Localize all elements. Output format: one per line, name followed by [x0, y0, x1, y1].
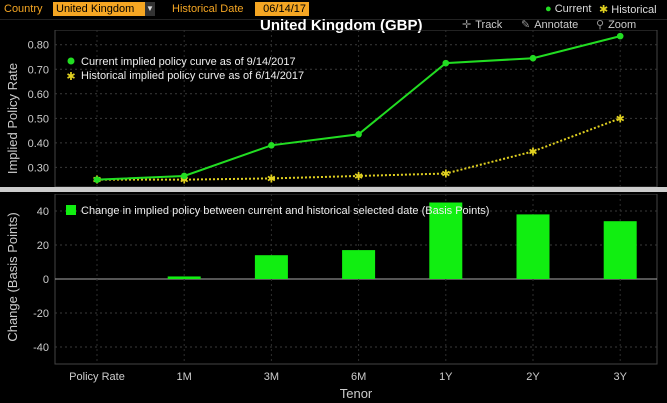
y-tick-label: 0	[43, 274, 49, 286]
line-legend: Current implied policy curve as of 9/14/…	[66, 56, 304, 83]
y-tick-label: 0.40	[28, 138, 49, 150]
historical-point: ✱	[267, 173, 276, 185]
country-label: Country	[4, 3, 43, 15]
bar	[516, 214, 550, 279]
country-field[interactable]: United Kingdom	[53, 2, 145, 16]
current-point	[616, 32, 624, 40]
legend-historical-label: Historical	[611, 4, 657, 16]
historical-point: ✱	[354, 171, 363, 183]
historical-date-field[interactable]: 06/14/17	[255, 2, 309, 16]
y-tick-label: 0.80	[28, 40, 49, 52]
historical-point: ✱	[180, 175, 189, 187]
current-point	[93, 176, 101, 183]
current-point	[442, 59, 450, 67]
legend-current-label: Current	[554, 3, 592, 15]
legend-current-marker	[67, 57, 75, 65]
legend-bar-marker	[66, 205, 76, 215]
y-tick-label: 0.70	[28, 64, 49, 76]
x-tick-label: 6M	[351, 371, 366, 383]
y-axis-title: Implied Policy Rate	[5, 63, 20, 174]
pencil-icon: ✎	[521, 19, 531, 31]
historical-series-line	[97, 117, 621, 181]
implied-policy-chart: 0.30 0.40 0.50 0.60 0.70 0.80 Implied Policy R…	[5, 30, 658, 187]
y-tick-label: 0.30	[28, 162, 49, 174]
x-tick-label: 3M	[264, 371, 279, 383]
x-tick-label: Policy Rate	[69, 371, 125, 383]
current-point	[355, 130, 362, 138]
magnifier-icon: ⚲	[596, 19, 605, 31]
historical-point: ✱	[528, 146, 537, 158]
zoom-label: Zoom	[608, 19, 637, 31]
zoom-button[interactable]: ⚲ Zoom	[596, 18, 636, 31]
bar	[254, 255, 288, 279]
legend-historical-series-label: Historical implied policy curve as of 6/…	[81, 70, 304, 82]
bar	[603, 221, 637, 279]
current-point	[268, 141, 275, 149]
current-dot-icon: ●	[545, 3, 552, 15]
change-bar-chart: -40 -20 0 20 40 Change (Basis Points) Change i…	[5, 194, 658, 401]
plot-frame	[54, 30, 658, 187]
legend-current-series-label: Current implied policy curve as of 9/14/…	[81, 56, 296, 68]
y-tick-label: 0.50	[28, 113, 49, 125]
y-tick-label: 40	[37, 206, 49, 218]
historical-date-label: Historical Date	[172, 3, 244, 15]
bar	[429, 202, 463, 279]
crosshair-icon: ✛	[462, 19, 472, 31]
bar	[342, 250, 376, 279]
x-tick-label: 1M	[177, 371, 192, 383]
current-point	[180, 172, 188, 180]
annotate-label: Annotate	[534, 19, 579, 31]
annotate-button[interactable]: ✎ Annotate	[521, 18, 578, 31]
x-tick-label: 3Y	[613, 371, 627, 383]
y-axis-title: Change (Basis Points)	[5, 212, 20, 341]
legend-historical-marker: ✱	[66, 71, 75, 83]
x-axis-title: Tenor	[340, 386, 373, 401]
track-button[interactable]: ✛ Track	[462, 18, 502, 31]
panel-divider[interactable]	[0, 187, 667, 192]
track-label: Track	[475, 19, 503, 31]
legend-historical: ✱ Historical	[599, 3, 657, 16]
x-tick-label: 1Y	[439, 371, 453, 383]
bar	[167, 276, 201, 279]
toolbar: Country United Kingdom ▼ Historical Date…	[0, 0, 667, 20]
y-tick-label: -40	[33, 342, 49, 354]
historical-point: ✱	[441, 169, 450, 181]
historical-star-icon: ✱	[599, 4, 609, 16]
x-tick-label: 2Y	[526, 371, 540, 383]
country-dropdown-icon[interactable]: ▼	[145, 2, 155, 16]
y-tick-label: 0.60	[28, 89, 49, 101]
historical-point: ✱	[616, 113, 625, 125]
y-tick-label: 20	[37, 240, 49, 252]
legend-bar-series-label: Change in implied policy between current…	[81, 205, 489, 217]
y-tick-label: -20	[33, 308, 49, 320]
legend-current: ● Current	[545, 3, 591, 15]
current-point	[529, 54, 537, 62]
